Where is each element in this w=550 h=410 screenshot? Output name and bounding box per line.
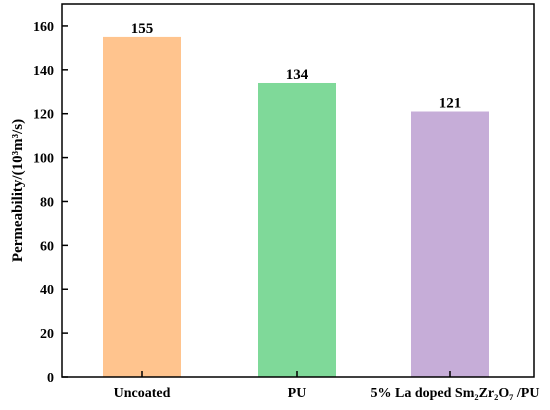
bar-value-label: 121 [439,96,462,112]
y-tick-label: 80 [40,195,54,210]
x-tick-label: PU [288,386,307,401]
y-axis-label: Permeability/(10³m³/s) [10,119,26,262]
y-tick-label: 100 [33,152,54,167]
x-tick-label: 5% La doped Sm₂Zr₂O₇ /PU [371,386,540,401]
y-tick-label: 40 [40,283,54,298]
y-tick-label: 140 [33,64,54,79]
bar-value-label: 155 [131,21,154,37]
bar-3 [411,111,489,377]
x-axis-ticks: Uncoated PU 5% La doped Sm₂Zr₂O₇ /PU [114,371,540,401]
bar-value-label: 134 [286,67,309,83]
plot-frame [61,3,535,378]
y-tick-label: 60 [40,239,54,254]
bar-1 [103,36,181,377]
data-labels-group: 155 134 121 [131,21,462,112]
y-tick-label: 160 [33,20,54,35]
y-tick-label: 120 [33,108,54,123]
y-tick-label: 20 [40,327,54,342]
y-tick-label: 0 [47,371,54,386]
y-axis-ticks: 0 20 40 60 80 100 120 140 160 [33,20,68,386]
x-tick-label: Uncoated [114,386,171,401]
bar-2 [258,82,336,378]
bars-group [103,36,489,378]
